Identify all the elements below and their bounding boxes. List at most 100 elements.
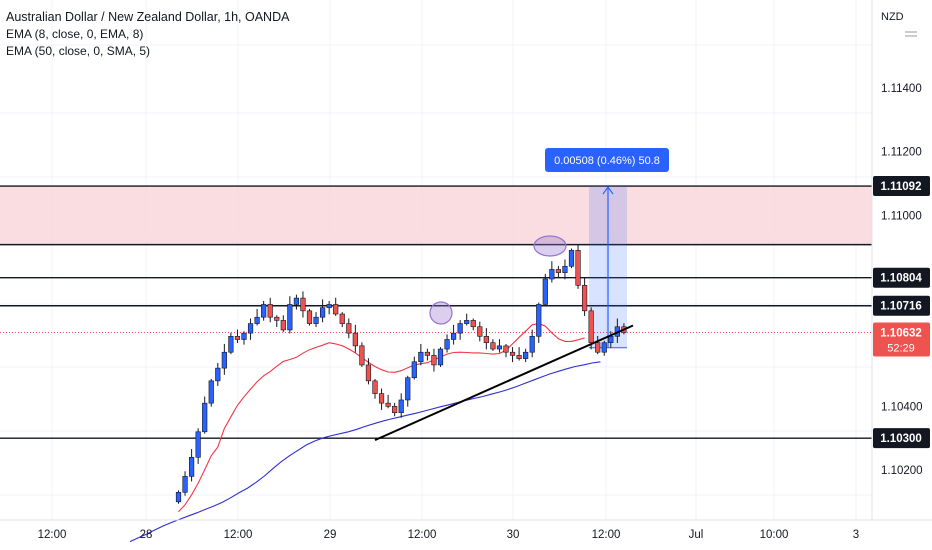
- candle-body[interactable]: [189, 456, 195, 477]
- symbol-title[interactable]: Australian Dollar / New Zealand Dollar, …: [6, 10, 290, 24]
- candle-body[interactable]: [542, 278, 548, 305]
- candle-body[interactable]: [365, 364, 372, 382]
- candle-body[interactable]: [385, 402, 391, 407]
- candle-body[interactable]: [208, 380, 214, 404]
- candle-body[interactable]: [490, 342, 496, 350]
- candle-body[interactable]: [405, 377, 411, 401]
- candle-body[interactable]: [601, 342, 607, 353]
- candle-body[interactable]: [319, 307, 326, 318]
- candle-body[interactable]: [313, 316, 319, 324]
- candle-body[interactable]: [509, 351, 516, 356]
- candle-body[interactable]: [464, 320, 470, 324]
- candle-body[interactable]: [581, 285, 588, 312]
- candle-body[interactable]: [221, 351, 227, 369]
- candle-body[interactable]: [398, 399, 404, 413]
- highlight-circle-2[interactable]: [533, 235, 567, 257]
- time-axis[interactable]: 12:00 28 12:00 29 12:00 30 12:00 Jul 10:00 3: [0, 519, 932, 541]
- candle-body[interactable]: [588, 310, 594, 343]
- candle-body[interactable]: [444, 339, 450, 350]
- time-tick-label: 28: [140, 529, 153, 541]
- candle-body[interactable]: [372, 380, 378, 394]
- resistance-zone[interactable]: [0, 186, 872, 245]
- price-tick-label: 1.11400: [881, 83, 922, 95]
- time-tick-label: 12:00: [38, 529, 67, 541]
- candle-body[interactable]: [306, 310, 313, 324]
- candle-body[interactable]: [562, 265, 568, 273]
- price-level-badge[interactable]: [873, 428, 930, 449]
- price-level-badge[interactable]: [873, 295, 930, 316]
- candle-body[interactable]: [424, 351, 431, 356]
- horizontal-levels[interactable]: [0, 185, 872, 439]
- candle-body[interactable]: [411, 361, 417, 378]
- time-tick-label: 12:00: [592, 529, 621, 541]
- candle-body[interactable]: [608, 335, 614, 343]
- candle-body[interactable]: [261, 304, 267, 318]
- candle-body[interactable]: [326, 304, 332, 308]
- candle-body[interactable]: [529, 335, 535, 353]
- candle-body[interactable]: [333, 304, 339, 315]
- trendline[interactable]: [374, 324, 634, 441]
- measure-tool[interactable]: 0.00508 (0.46%) 50.8: [545, 148, 669, 349]
- candle-body[interactable]: [503, 345, 509, 353]
- candle-body[interactable]: [247, 323, 254, 334]
- price-level-badge[interactable]: [873, 176, 930, 197]
- candle-body[interactable]: [418, 351, 424, 363]
- ema-8-line: [178, 323, 585, 513]
- indicator-ema-50[interactable]: EMA (50, close, 0, SMA, 5): [6, 44, 151, 58]
- candle-body[interactable]: [267, 304, 273, 318]
- chart-legend[interactable]: Australian Dollar / New Zealand Dollar, …: [6, 9, 289, 60]
- candle-body[interactable]: [549, 269, 555, 280]
- candle-body[interactable]: [450, 332, 457, 340]
- candle-body[interactable]: [182, 476, 188, 493]
- price-tick-label: 1.11000: [881, 210, 922, 222]
- candle-body[interactable]: [215, 367, 221, 382]
- candle-body[interactable]: [523, 351, 529, 359]
- candle-body[interactable]: [457, 323, 463, 334]
- candle-body[interactable]: [175, 491, 182, 503]
- candle-body[interactable]: [437, 348, 444, 366]
- candle-body[interactable]: [352, 332, 358, 347]
- price-axis[interactable]: NZD 1.11400 1.11200 1.11000 1.10400 1.10200 1.…: [871, 0, 930, 520]
- bar-countdown-label: 52:29: [887, 342, 915, 354]
- candle-body[interactable]: [378, 393, 385, 404]
- indicator-ema-8[interactable]: EMA (8, close, 0, EMA, 8): [6, 27, 144, 41]
- candle-body[interactable]: [346, 323, 352, 334]
- candle-body[interactable]: [287, 304, 293, 331]
- candle-body[interactable]: [477, 326, 483, 337]
- candle-body[interactable]: [496, 345, 503, 350]
- candle-body[interactable]: [195, 431, 201, 458]
- price-level-badge[interactable]: [873, 267, 930, 288]
- measure-label: 0.00508 (0.46%) 50.8: [554, 155, 660, 167]
- current-price-badge[interactable]: [873, 322, 930, 357]
- candle-body[interactable]: [293, 297, 300, 305]
- candlesticks[interactable]: [175, 245, 627, 504]
- candle-body[interactable]: [536, 304, 542, 337]
- price-level-label: 1.10716: [880, 301, 922, 313]
- candle-body[interactable]: [568, 250, 575, 267]
- candle-body[interactable]: [470, 320, 476, 328]
- candle-body[interactable]: [228, 335, 234, 353]
- time-tick-label: 3: [853, 529, 859, 541]
- price-tick-label: 1.10400: [881, 401, 923, 413]
- candle-body[interactable]: [359, 345, 365, 366]
- axis-menu-icon[interactable]: [905, 31, 917, 37]
- candle-body[interactable]: [300, 297, 306, 312]
- candle-body[interactable]: [431, 355, 437, 366]
- highlight-circle-1[interactable]: [429, 301, 453, 325]
- candle-body[interactable]: [254, 316, 260, 324]
- annotations[interactable]: [374, 235, 634, 441]
- candle-body[interactable]: [392, 406, 398, 413]
- candle-body[interactable]: [234, 335, 241, 340]
- candle-body[interactable]: [516, 355, 522, 359]
- candle-body[interactable]: [280, 320, 286, 331]
- candle-body[interactable]: [555, 269, 561, 273]
- candle-body[interactable]: [595, 342, 601, 353]
- candle-body[interactable]: [483, 335, 489, 343]
- candle-body[interactable]: [575, 250, 581, 286]
- candle-body[interactable]: [202, 402, 208, 433]
- measure-label-bg[interactable]: [545, 148, 669, 172]
- candle-body[interactable]: [241, 332, 247, 340]
- candle-body[interactable]: [274, 316, 280, 321]
- candle-body[interactable]: [339, 313, 345, 324]
